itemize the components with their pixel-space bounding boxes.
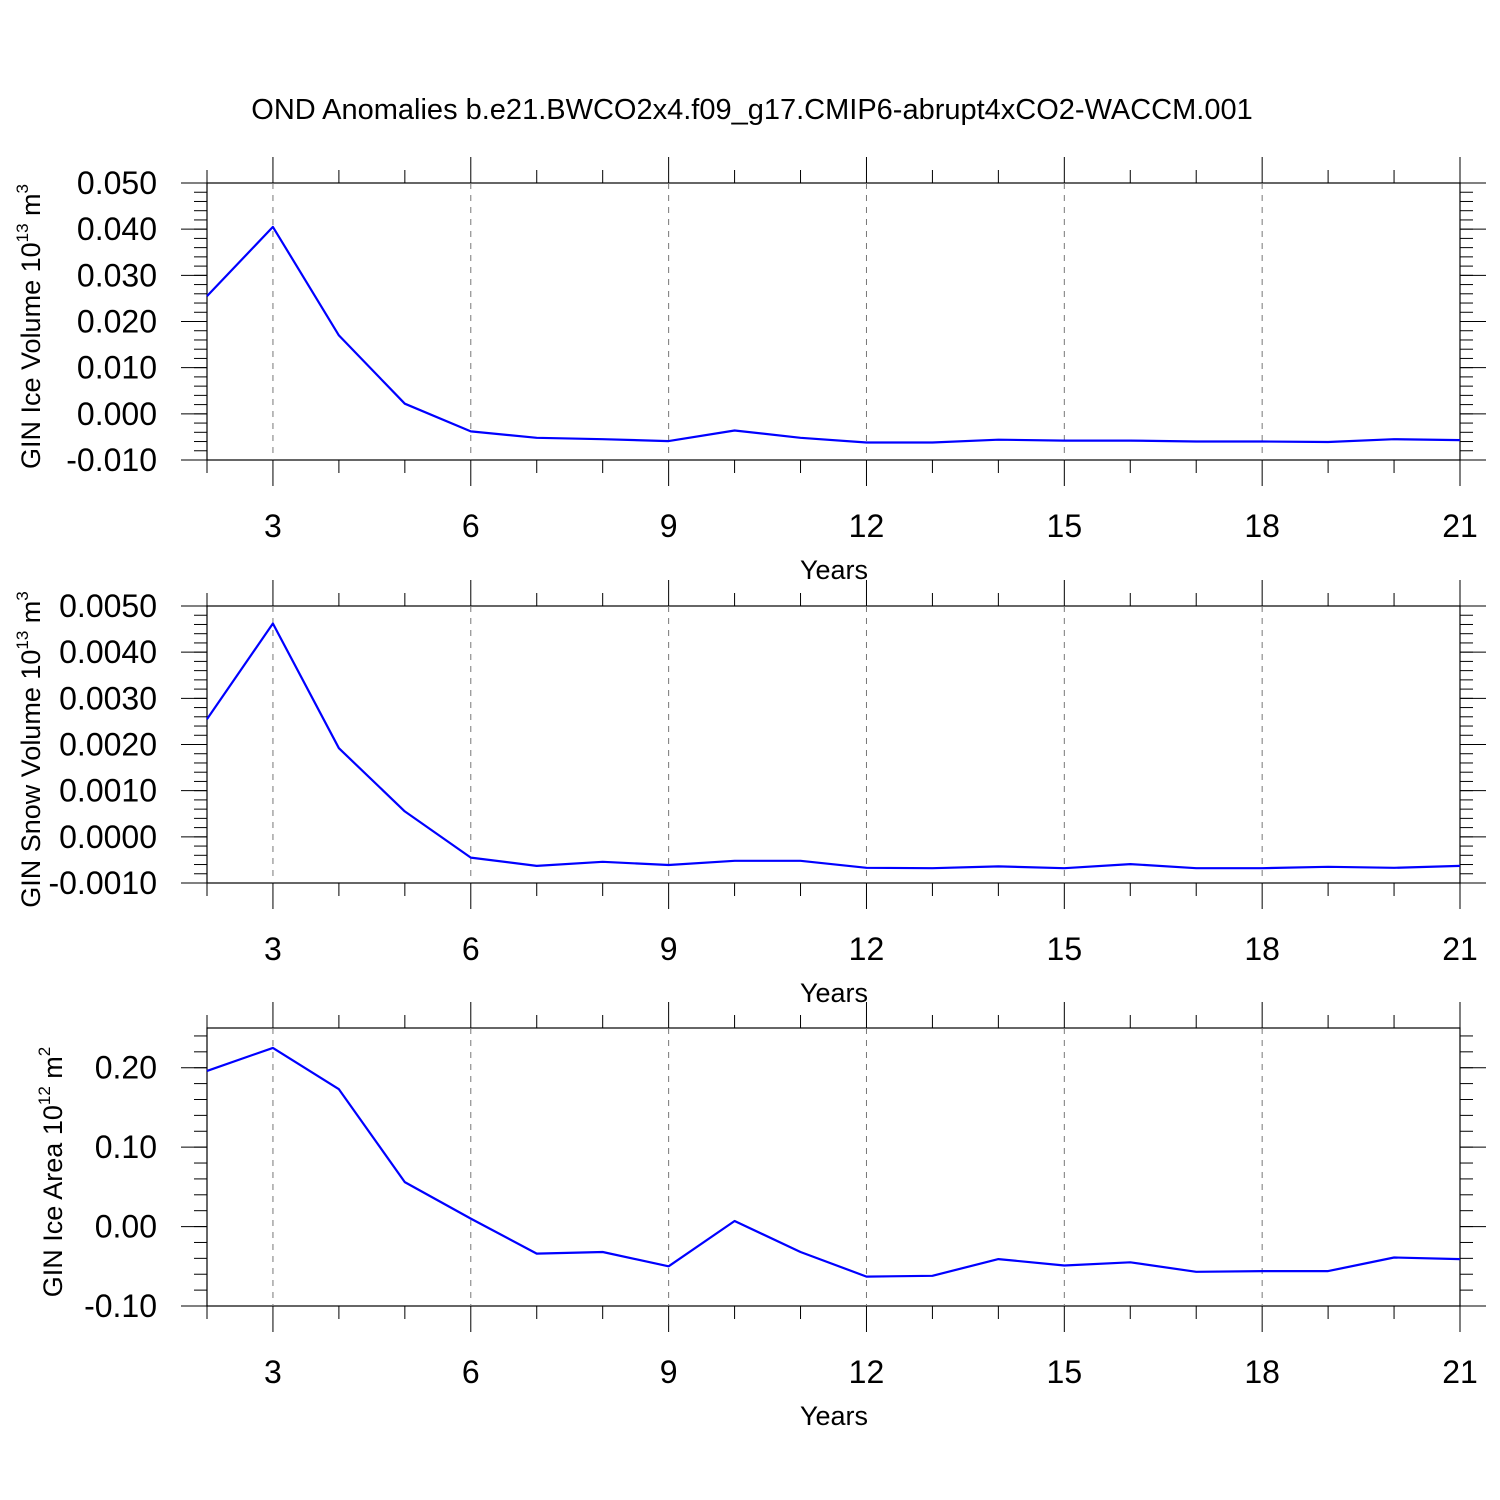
y-tick-label: 0.0050 [59,588,157,624]
x-tick-label: 15 [1047,1354,1083,1390]
y-tick-label: 0.030 [77,257,157,293]
x-tick-label: 15 [1047,508,1083,544]
series-line [206,1046,1461,1278]
x-tick-label: 12 [849,508,885,544]
chart-title: OND Anomalies b.e21.BWCO2x4.f09_g17.CMIP… [251,94,1252,126]
x-tick-label: 12 [849,1354,885,1390]
x-tick-label: 18 [1244,931,1280,967]
y-tick-label: -0.0010 [48,865,157,901]
y-axis-label-text: GIN Snow Volume 10 [16,650,46,908]
y-axis-label: GIN Snow Volume 1013 m3 [13,591,46,908]
plot-frame [206,1027,1461,1307]
x-tick-label: 9 [660,508,678,544]
x-tick-label: 6 [462,931,480,967]
y-axis-label: GIN Ice Area 1012 m2 [35,1047,68,1298]
x-axis-label: Years [800,1401,868,1431]
y-tick-label: 0.010 [77,350,157,386]
x-tick-label: 3 [264,508,282,544]
y-axis-label-unit: m [16,193,46,223]
x-tick-label: 21 [1442,931,1478,967]
x-tick-label: 18 [1244,1354,1280,1390]
y-axis-label-unit-exp: 2 [35,1047,54,1056]
plot-frame [206,605,1461,884]
x-tick-label: 6 [462,508,480,544]
x-tick-label: 3 [264,931,282,967]
y-axis-label-exp: 13 [13,631,32,650]
x-tick-label: 9 [660,931,678,967]
y-tick-label: -0.10 [84,1288,157,1324]
x-tick-label: 12 [849,931,885,967]
x-tick-label: 15 [1047,931,1083,967]
y-tick-label: 0.020 [77,304,157,340]
x-axis-label: Years [800,555,868,585]
y-axis-label-exp: 12 [35,1086,54,1105]
y-tick-label: 0.000 [77,396,157,432]
x-tick-label: 6 [462,1354,480,1390]
y-tick-label: 0.050 [77,165,157,201]
y-axis-label-unit-exp: 3 [13,591,32,600]
y-tick-label: 0.10 [95,1129,157,1165]
panel-1: 3 6 9 12 15 18 21 0.050 0.040 0.030 0.020 0.010 0.00… [13,157,1486,585]
x-tick-label: 9 [660,1354,678,1390]
series-line [206,225,1461,444]
y-tick-label: 0.20 [95,1050,157,1086]
y-axis-label-unit: m [16,601,46,631]
y-tick-label: 0.00 [95,1209,157,1245]
y-tick-label: 0.0030 [59,680,157,716]
y-axis-label-unit-exp: 3 [13,184,32,193]
y-axis-label: GIN Ice Volume 1013 m3 [13,184,46,469]
x-tick-label: 21 [1442,1354,1478,1390]
y-tick-label: 0.0010 [59,773,157,809]
y-tick-label: 0.040 [77,211,157,247]
y-tick-label: 0.0020 [59,727,157,763]
x-tick-label: 3 [264,1354,282,1390]
plot-frame [206,182,1461,461]
y-tick-label: 0.0040 [59,634,157,670]
panel-2: 3 6 9 12 15 18 21 0.0050 0.0040 0.0030 0.0020 0.001… [13,580,1486,1008]
y-axis-label-text: GIN Ice Volume 10 [16,242,46,469]
y-axis-label-text: GIN Ice Area 10 [38,1105,68,1297]
x-tick-label: 18 [1244,508,1280,544]
y-axis-label-unit: m [38,1056,68,1086]
panel-3: 3 6 9 12 15 18 21 0.20 0.10 0.00 -0.10 Years GIN Ice… [35,1002,1486,1431]
x-tick-label: 21 [1442,508,1478,544]
series-line [206,622,1461,870]
y-axis-label-exp: 13 [13,223,32,242]
y-tick-label: -0.010 [66,442,157,478]
x-axis-label: Years [800,978,868,1008]
y-tick-label: 0.0000 [59,819,157,855]
